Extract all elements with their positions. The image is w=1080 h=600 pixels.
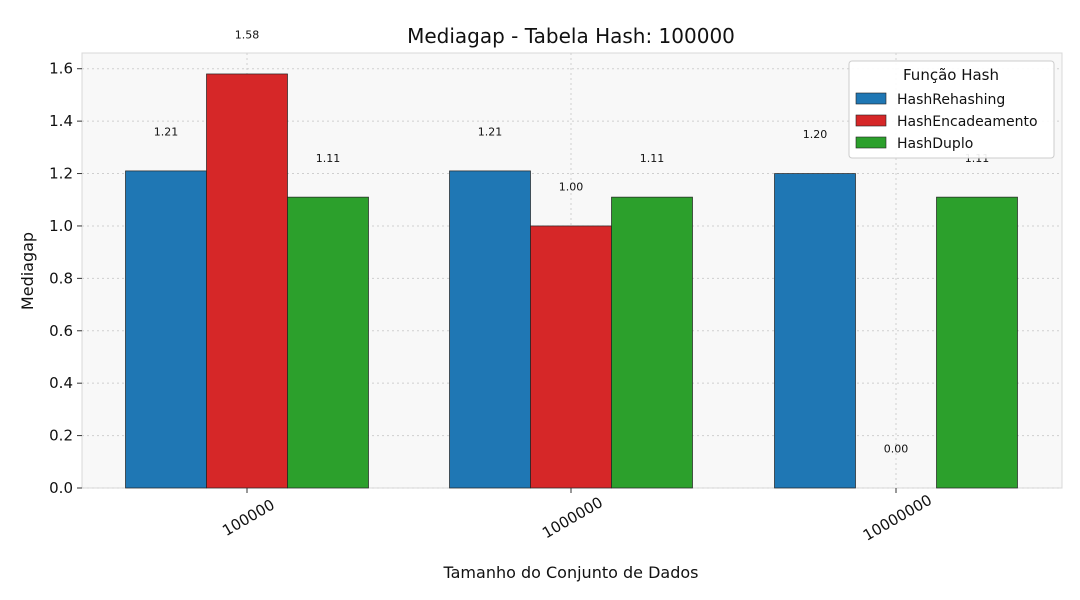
y-tick-label: 1.6: [49, 60, 73, 78]
legend-swatch-hashduplo: [855, 136, 887, 149]
bars: [125, 73, 1018, 489]
y-tick-label: 1.0: [49, 217, 73, 235]
legend-swatch-hashrehashing: [855, 92, 887, 105]
legend: Função Hash HashRehashing HashEncadeamen…: [848, 60, 1055, 159]
data-label: 1.21: [478, 126, 503, 139]
data-label: 1.58: [235, 29, 260, 42]
bar: [125, 170, 207, 489]
x-tick-label: 100000: [219, 496, 278, 540]
legend-label-hashrehashing: HashRehashing: [897, 92, 1005, 108]
bar: [774, 173, 856, 489]
x-axis-label: Tamanho do Conjunto de Dados: [443, 563, 699, 582]
x-tick-label: 1000000: [539, 493, 606, 542]
data-label: 1.11: [640, 152, 665, 165]
bar: [206, 73, 288, 489]
legend-label-hashduplo: HashDuplo: [897, 136, 973, 152]
data-label: 1.21: [154, 126, 179, 139]
y-tick-label: 1.2: [49, 165, 73, 183]
data-label: 1.11: [316, 152, 341, 165]
bar: [287, 196, 369, 489]
y-tick-label: 1.4: [49, 112, 73, 130]
y-tick-label: 0.4: [49, 374, 73, 392]
y-tick-label: 0.6: [49, 322, 73, 340]
y-tick-label: 0.0: [49, 479, 73, 497]
y-axis-label: Mediagap: [18, 232, 37, 310]
bar: [936, 196, 1018, 489]
bar: [449, 170, 531, 489]
legend-label-hashencadeamento: HashEncadeamento: [897, 114, 1038, 130]
x-tick-label: 10000000: [860, 491, 935, 545]
bar: [530, 225, 612, 489]
legend-frame: [848, 60, 1055, 159]
bar: [611, 196, 693, 489]
y-tick-label: 0.2: [49, 427, 73, 445]
legend-title: Função Hash: [903, 66, 999, 84]
data-label: 0.00: [884, 443, 909, 456]
data-labels: 1.211.211.201.581.000.001.111.111.11: [154, 29, 990, 456]
chart-title: Mediagap - Tabela Hash: 100000: [407, 24, 735, 48]
legend-swatch-hashencadeamento: [855, 114, 887, 127]
data-label: 1.20: [803, 128, 828, 141]
data-label: 1.00: [559, 181, 584, 194]
y-tick-label: 0.8: [49, 269, 73, 287]
